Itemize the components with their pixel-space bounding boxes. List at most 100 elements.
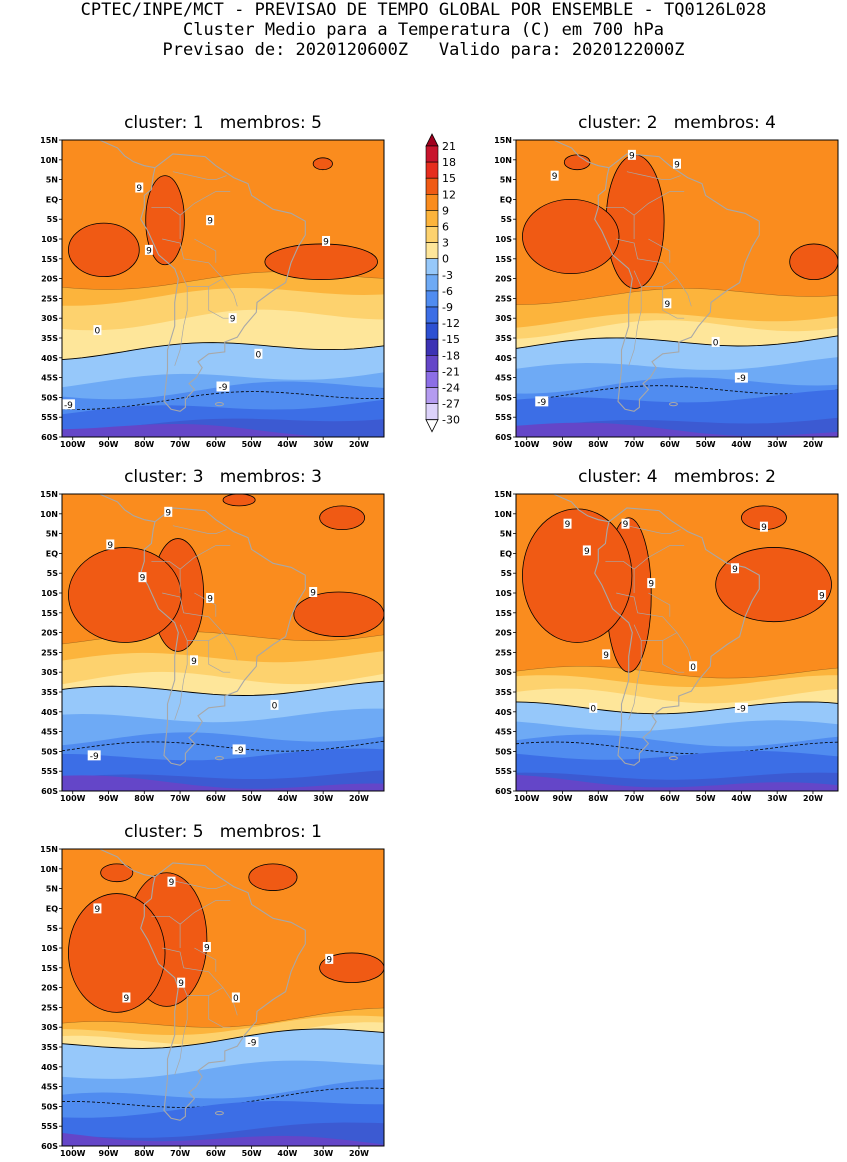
lat-tick-label: 35S bbox=[495, 688, 512, 697]
country-border bbox=[172, 525, 227, 534]
contour-label-bg bbox=[135, 182, 144, 193]
lat-tick-label: 40S bbox=[495, 708, 512, 717]
lat-tick-label: 35S bbox=[41, 334, 58, 343]
lat-tick-label: 10S bbox=[495, 235, 512, 244]
contour-label: 9 bbox=[623, 520, 629, 530]
lon-tick-label: 40W bbox=[277, 1149, 297, 1158]
country-border bbox=[172, 880, 227, 889]
lon-tick-label: 20W bbox=[349, 794, 369, 803]
country-border bbox=[162, 947, 238, 1016]
lat-tick-label: 40S bbox=[41, 354, 58, 363]
contour-label: 9 bbox=[664, 300, 670, 310]
lat-tick-label: 10N bbox=[40, 156, 58, 165]
lat-tick-label: 25S bbox=[495, 648, 512, 657]
colorbar-label: -24 bbox=[442, 382, 460, 395]
contour-label-bg bbox=[245, 1037, 259, 1048]
contour-label: 9 bbox=[629, 151, 635, 161]
temperature-band bbox=[516, 774, 838, 791]
map-frame bbox=[515, 493, 839, 792]
lon-tick-label: 30W bbox=[313, 440, 333, 449]
colorbar-label: 3 bbox=[442, 237, 449, 250]
warm-region bbox=[563, 154, 591, 171]
contour-zero bbox=[516, 701, 838, 715]
coastline bbox=[99, 140, 156, 169]
warm-region bbox=[68, 893, 166, 1013]
country-border bbox=[179, 270, 224, 287]
colorbar-swatch bbox=[425, 193, 439, 211]
lat-tick-label: 10S bbox=[41, 589, 58, 598]
lat-tick-label: 45S bbox=[41, 728, 58, 737]
contour-label-bg bbox=[309, 587, 318, 598]
lon-tick-label: 50W bbox=[242, 794, 262, 803]
lon-tick-label: 40W bbox=[731, 794, 751, 803]
contour-label-bg bbox=[206, 592, 215, 603]
lat-tick-label: 15S bbox=[41, 609, 58, 618]
lat-tick-label: 5N bbox=[46, 530, 58, 539]
contour-minus9 bbox=[516, 741, 838, 755]
lon-tick-label: 40W bbox=[277, 794, 297, 803]
falkland-islands bbox=[214, 756, 224, 761]
contour-label-bg bbox=[164, 506, 173, 517]
temperature-band bbox=[516, 422, 838, 437]
contour-label: -9 bbox=[537, 398, 546, 408]
chart-title-line1: CPTEC/INPE/MCT - PREVISAO DE TEMPO GLOBA… bbox=[80, 0, 767, 20]
colorbar-swatch bbox=[425, 274, 439, 292]
lat-tick-label: 15N bbox=[40, 490, 58, 499]
lon-tick-label: 100W bbox=[60, 794, 86, 803]
lat-tick-label: 15N bbox=[40, 845, 58, 854]
country-border bbox=[626, 171, 681, 180]
country-border bbox=[174, 286, 188, 366]
coastline bbox=[553, 140, 610, 169]
colorbar-label: -12 bbox=[442, 317, 460, 330]
lon-tick-label: 20W bbox=[803, 440, 823, 449]
map-panel-2: 9 9 9 9 0 -9 -9 15N 10N 5N EQ 5S 10S 15S 20S 25S 30S 35S 4… bbox=[494, 136, 839, 449]
lat-tick-label: 15S bbox=[495, 255, 512, 264]
coastline bbox=[553, 494, 610, 523]
lon-tick-label: 20W bbox=[349, 440, 369, 449]
falkland-islands bbox=[668, 402, 678, 407]
contour-label-bg bbox=[325, 953, 334, 964]
country-border bbox=[626, 525, 681, 534]
lat-tick-label: 55S bbox=[495, 413, 512, 422]
panel-title-3: cluster: 3 membros: 3 bbox=[124, 467, 322, 487]
country-border bbox=[208, 640, 231, 673]
lat-tick-label: 20S bbox=[41, 984, 58, 993]
contour-label-bg bbox=[582, 545, 591, 556]
country-border bbox=[174, 640, 188, 720]
panel-title-1: cluster: 1 membros: 5 bbox=[124, 113, 322, 133]
warm-region bbox=[248, 863, 298, 891]
warm-region bbox=[293, 591, 384, 637]
contour-label: -9 bbox=[235, 746, 244, 756]
country-border bbox=[633, 191, 685, 216]
coastline bbox=[140, 507, 306, 766]
lon-tick-label: 30W bbox=[313, 1149, 333, 1158]
contour-label-bg bbox=[759, 521, 768, 532]
country-border bbox=[151, 915, 181, 948]
lat-tick-label: 25S bbox=[41, 294, 58, 303]
contour-label: 0 bbox=[690, 663, 696, 673]
lat-tick-label: 50S bbox=[41, 393, 58, 402]
temperature-band bbox=[62, 775, 384, 791]
lat-tick-label: 30S bbox=[495, 314, 512, 323]
coastline bbox=[594, 153, 760, 412]
lon-tick-label: 80W bbox=[134, 440, 154, 449]
warm-region bbox=[68, 547, 182, 643]
contour-label-bg bbox=[216, 381, 230, 392]
lon-tick-label: 100W bbox=[60, 1149, 86, 1158]
lon-tick-label: 70W bbox=[170, 440, 190, 449]
lat-tick-label: 20S bbox=[41, 275, 58, 284]
lat-tick-label: 35S bbox=[41, 688, 58, 697]
lat-tick-label: 5S bbox=[501, 215, 513, 224]
contour-label: 9 bbox=[140, 574, 146, 584]
lat-tick-label: 40S bbox=[41, 1063, 58, 1072]
coastline bbox=[140, 153, 306, 412]
warm-region bbox=[522, 508, 633, 643]
contour-zero bbox=[62, 342, 384, 361]
contour-label-bg bbox=[647, 578, 656, 589]
lat-tick-label: 5S bbox=[47, 215, 59, 224]
contour-label-bg bbox=[228, 313, 237, 324]
map-frame bbox=[515, 139, 839, 438]
coastline bbox=[140, 862, 306, 1121]
lat-tick-label: 5S bbox=[501, 569, 513, 578]
lat-tick-label: 10N bbox=[494, 156, 512, 165]
